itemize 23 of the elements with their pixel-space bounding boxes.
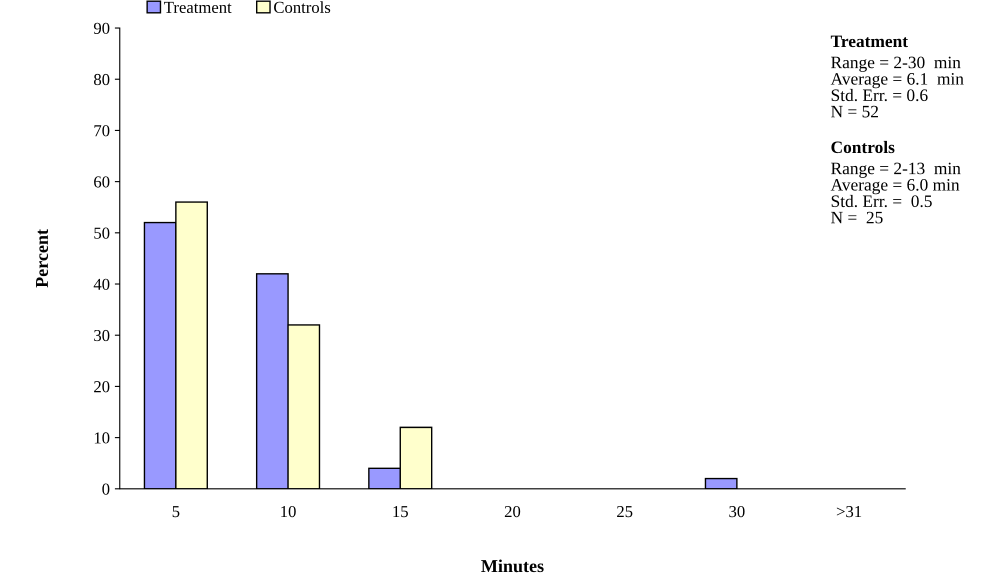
x-tick-label: 10 bbox=[281, 506, 296, 518]
y-tick-label: 90 bbox=[94, 22, 110, 34]
x-tick-label: 5 bbox=[172, 506, 180, 518]
y-tick-label: 70 bbox=[94, 125, 110, 136]
y-tick-label: 40 bbox=[94, 278, 110, 290]
x-tick-label: 15 bbox=[393, 506, 408, 518]
y-tick-label: 0 bbox=[102, 484, 110, 495]
y-tick-label: 20 bbox=[94, 381, 110, 392]
y-tick-label: 50 bbox=[94, 228, 110, 239]
legend-label: Treatment bbox=[164, 2, 232, 13]
annotation: Controls Range = 2-13 min Average = 6.0 min Std. Err. = 0.5 N = 25 bbox=[830, 140, 961, 224]
x-tick-label: 30 bbox=[729, 506, 745, 518]
legend-label: Controls bbox=[274, 1, 330, 13]
x-tick-label: 20 bbox=[504, 506, 520, 518]
x-axis-title: Minutes bbox=[481, 559, 544, 572]
y-axis-title: Percent bbox=[36, 229, 48, 288]
y-tick-label: 10 bbox=[94, 432, 110, 444]
x-tick-label: 25 bbox=[617, 506, 632, 518]
y-tick-label: 60 bbox=[94, 176, 110, 188]
x-tick-label: >31 bbox=[836, 506, 862, 518]
annotation: Treatment Range = 2-30 min Average = 6.1 min Std. Err. = 0.6 N = 52 bbox=[830, 36, 964, 118]
y-tick-label: 80 bbox=[94, 74, 110, 86]
y-tick-label: 30 bbox=[94, 330, 110, 342]
